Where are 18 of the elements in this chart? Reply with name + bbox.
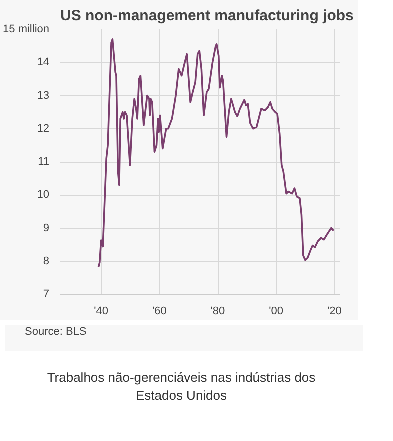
y-tick-label: 8	[43, 255, 50, 268]
y-tick-label: 12	[37, 122, 50, 135]
y-tick-label: 10	[37, 189, 50, 202]
x-tick-label: '20	[328, 306, 342, 318]
y-tick-label: 14	[37, 56, 50, 69]
y-tick-label: 15 million	[3, 24, 50, 36]
line-series	[98, 38, 335, 268]
x-tick-label: '80	[210, 306, 226, 318]
y-tick-label: 13	[37, 90, 50, 102]
source-note: Source: BLS	[25, 325, 87, 340]
chart-title: US non-management manufacturing jobs	[60, 8, 354, 24]
y-tick-label: 7	[43, 288, 50, 300]
text: Trabalhos não-gerenciáveis nas indústrias dos Estados Unidos	[46, 368, 317, 406]
x-tick-label: '60	[152, 306, 167, 318]
x-tick-label: '40	[94, 306, 109, 318]
y-tick-label: 11	[38, 156, 50, 168]
y-tick-label: 9	[43, 222, 50, 234]
x-tick-label: '00	[269, 306, 284, 318]
